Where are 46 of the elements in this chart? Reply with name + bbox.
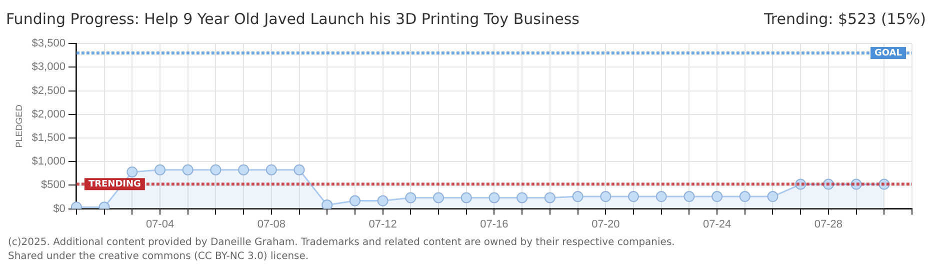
point xyxy=(684,191,695,202)
point xyxy=(460,192,472,204)
y-tick-label: $1,000 xyxy=(32,156,66,168)
x-tick-label: 07-24 xyxy=(702,218,732,230)
point xyxy=(154,164,166,176)
x-tick-label: 07-20 xyxy=(592,218,620,230)
y-axis-title: PLEDGED xyxy=(14,104,24,148)
point xyxy=(712,191,723,202)
x-tick-label: 07-16 xyxy=(480,218,508,230)
point xyxy=(238,164,250,176)
point xyxy=(767,191,778,202)
point xyxy=(294,164,305,176)
x-tick-label: 07-28 xyxy=(814,218,843,230)
point xyxy=(739,191,750,202)
y-tick-label: $500 xyxy=(40,179,66,192)
point xyxy=(210,164,222,176)
y-tick-label: $3,000 xyxy=(32,61,66,74)
y-tick-label: $2,000 xyxy=(32,108,66,120)
x-tick-label: 07-12 xyxy=(368,218,397,230)
point xyxy=(600,191,612,202)
point xyxy=(628,191,639,202)
point xyxy=(488,192,500,204)
point xyxy=(516,192,528,204)
point xyxy=(126,166,138,178)
ref-line-label: GOAL xyxy=(874,48,902,58)
y-tick-label: $0 xyxy=(53,202,66,215)
point xyxy=(572,191,584,202)
point xyxy=(377,195,388,206)
y-tick-label: $2,500 xyxy=(32,84,66,97)
point xyxy=(322,200,333,209)
point xyxy=(349,195,360,206)
text: (c)2025. Additional content provided by Daneille Graham. Trademarks and related content are owned by their respective companies. xyxy=(8,236,675,250)
x-tick-label: 07-08 xyxy=(257,218,286,230)
point xyxy=(433,192,444,204)
ref-line-label: TRENDING xyxy=(88,179,141,190)
point xyxy=(266,164,277,176)
y-tick-label: $1,500 xyxy=(32,132,66,144)
chart-subtitle: Trending: $523 (15%) xyxy=(764,10,926,28)
point xyxy=(656,191,667,202)
y-tick-label: $3,500 xyxy=(32,38,66,50)
point xyxy=(405,192,416,204)
text: Shared under the creative commons (CC BY-NC 3.0) license. xyxy=(8,250,310,264)
chart-title: Funding Progress: Help 9 Year Old Javed Launch his 3D Printing Toy Business xyxy=(6,10,580,28)
x-tick-label: 07-04 xyxy=(146,218,174,230)
point xyxy=(544,192,556,204)
point xyxy=(182,164,194,176)
